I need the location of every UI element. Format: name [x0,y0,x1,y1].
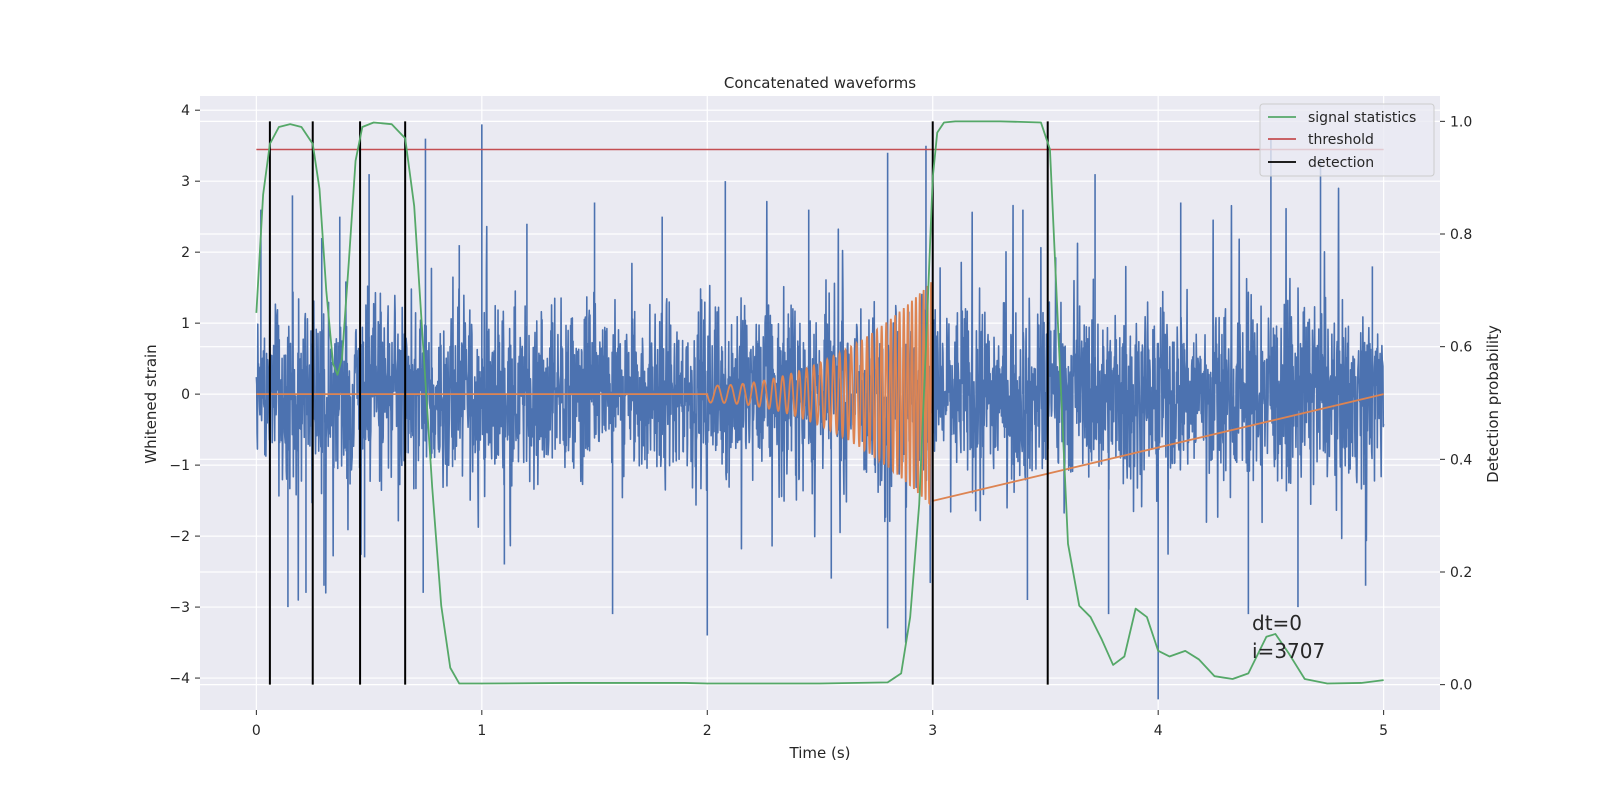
detection-lines [268,121,1049,685]
chart-title: Concatenated waveforms [724,74,916,92]
annotation-i: i=3707 [1252,639,1325,663]
y2-tick-label-0: 0.0 [1450,678,1472,694]
template-series-line [256,282,1384,506]
y-axis-ticks: −4 −3 −2 −1 0 1 2 3 4 [169,103,200,687]
legend: signal statistics threshold detection [1259,103,1435,177]
y2-tick-label-1: 0.2 [1450,565,1472,581]
signal-statistics-series-line [255,120,1384,685]
legend-label-threshold: threshold [1308,132,1374,148]
y-tick-label-0: −4 [169,671,190,687]
y2-tick-label-3: 0.6 [1450,340,1472,356]
y2-tick-label-2: 0.4 [1450,452,1472,468]
y-tick-label-3: −1 [169,458,190,474]
legend-label-signal-statistics: signal statistics [1308,110,1416,126]
x-tick-label-4: 4 [1154,723,1163,739]
y-tick-label-6: 2 [181,245,190,261]
x-tick-label-0: 0 [252,723,261,739]
y2-tick-label-5: 1.0 [1450,114,1472,130]
x-tick-label-3: 3 [928,723,937,739]
annotation-dt: dt=0 [1252,611,1302,635]
y2-tick-label-4: 0.8 [1450,227,1472,243]
y2-axis-label: Detection probability [1484,325,1502,483]
y-tick-label-4: 0 [181,387,190,403]
y-tick-label-7: 3 [181,174,190,190]
y-tick-label-2: −2 [169,529,190,545]
y-axis-label: Whitened strain [142,344,160,463]
x-axis-ticks: 0 1 2 3 4 5 [252,710,1388,739]
x-tick-label-2: 2 [703,723,712,739]
y-tick-label-1: −3 [169,600,190,616]
y2-axis-ticks: 0.0 0.2 0.4 0.6 0.8 1.0 [1440,114,1472,694]
x-tick-label-5: 5 [1379,723,1388,739]
y-tick-label-8: 4 [181,103,190,119]
legend-label-detection: detection [1308,155,1374,171]
x-tick-label-1: 1 [477,723,486,739]
legend-box [1259,103,1435,177]
y-tick-label-5: 1 [181,316,190,332]
x-axis-label: Time (s) [789,744,851,762]
